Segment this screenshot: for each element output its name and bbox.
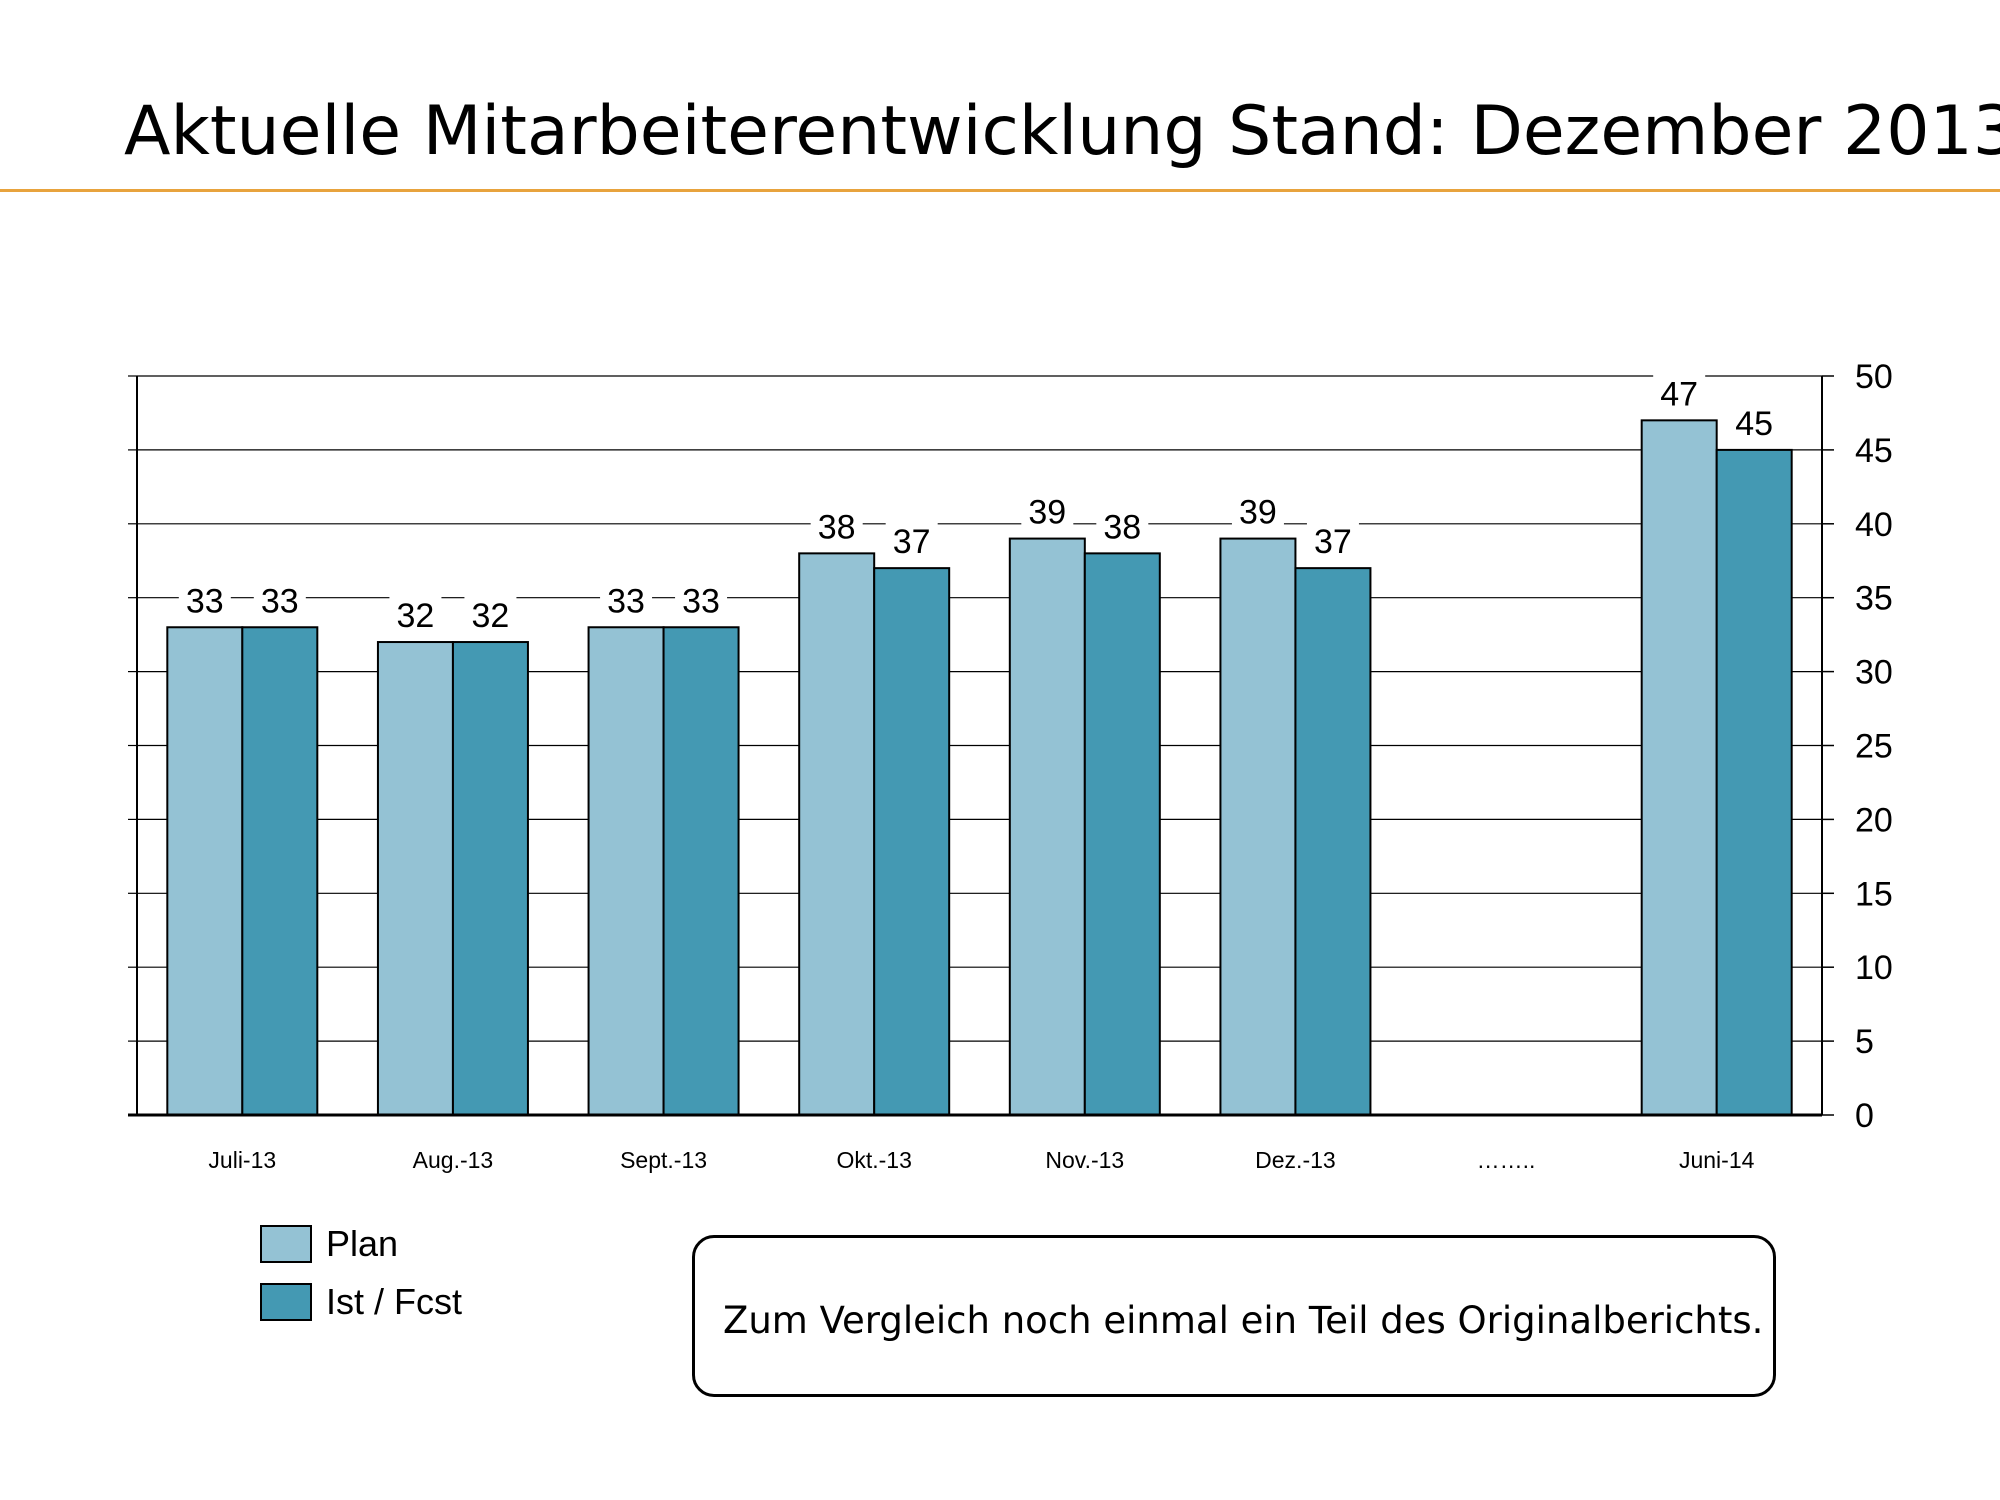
legend-item-plan: Plan bbox=[260, 1222, 462, 1266]
data-label-bg bbox=[1231, 492, 1284, 531]
y-tick-label: 50 bbox=[1855, 358, 1893, 396]
data-label-bg bbox=[389, 596, 442, 635]
x-tick-label: Juni-14 bbox=[1679, 1147, 1755, 1173]
note-text: Zum Vergleich noch einmal ein Teil des O… bbox=[723, 1298, 1764, 1342]
x-tick-label: Nov.-13 bbox=[1045, 1147, 1124, 1173]
data-label: 33 bbox=[682, 582, 720, 620]
x-tick-label: Juli-13 bbox=[208, 1147, 276, 1173]
bar bbox=[1715, 448, 1793, 1116]
x-tick-label: Okt.-13 bbox=[836, 1147, 911, 1173]
data-label: 47 bbox=[1660, 375, 1698, 413]
title-divider bbox=[0, 189, 2000, 192]
data-label-bg bbox=[253, 581, 306, 620]
bar bbox=[587, 626, 665, 1116]
y-tick-label: 5 bbox=[1855, 1023, 1874, 1061]
bar bbox=[1294, 567, 1372, 1116]
data-label: 33 bbox=[607, 582, 645, 620]
data-label: 32 bbox=[472, 597, 510, 635]
bar bbox=[662, 626, 740, 1116]
bar bbox=[1640, 419, 1718, 1116]
data-label-bg bbox=[464, 596, 517, 635]
bar bbox=[1083, 552, 1161, 1116]
y-tick-label: 10 bbox=[1855, 949, 1893, 987]
y-tick-label: 30 bbox=[1855, 654, 1893, 692]
data-label: 33 bbox=[186, 582, 224, 620]
data-label-bg bbox=[1306, 522, 1359, 561]
data-label-bg bbox=[1653, 374, 1706, 413]
legend-item-ist-fcst: Ist / Fcst bbox=[260, 1280, 462, 1324]
legend-swatch-ist-fcst bbox=[260, 1283, 312, 1321]
data-label: 39 bbox=[1239, 494, 1277, 532]
data-label: 33 bbox=[261, 582, 299, 620]
y-tick-label: 35 bbox=[1855, 580, 1893, 618]
data-label: 39 bbox=[1028, 494, 1066, 532]
chart-legend: Plan Ist / Fcst bbox=[260, 1222, 462, 1338]
y-tick-label: 25 bbox=[1855, 728, 1893, 766]
x-tick-label: Sept.-13 bbox=[620, 1147, 707, 1173]
x-tick-label: Dez.-13 bbox=[1255, 1147, 1336, 1173]
data-label-bg bbox=[1096, 507, 1149, 546]
bar-chart: 0 5 10 15 20 25 30 35 40 45 50 Juli-13 33 33 Aug.-13 32… bbox=[128, 358, 1893, 1173]
x-tick-label: Aug.-13 bbox=[413, 1147, 494, 1173]
data-label: 38 bbox=[818, 508, 856, 546]
data-label: 32 bbox=[397, 597, 435, 635]
data-label: 38 bbox=[1103, 508, 1141, 546]
data-label-bg bbox=[885, 522, 938, 561]
legend-label-ist-fcst: Ist / Fcst bbox=[326, 1281, 463, 1322]
bar bbox=[798, 552, 876, 1116]
data-label-bg bbox=[178, 581, 231, 620]
y-tick-label: 45 bbox=[1855, 432, 1893, 470]
data-label-bg bbox=[600, 581, 653, 620]
y-tick-label: 40 bbox=[1855, 506, 1893, 544]
data-label-bg bbox=[675, 581, 728, 620]
data-label-bg bbox=[1728, 403, 1781, 442]
y-tick-label: 20 bbox=[1855, 801, 1893, 839]
bar bbox=[166, 626, 244, 1116]
page-title: Aktuelle Mitarbeiterentwicklung Stand: D… bbox=[124, 92, 2000, 171]
bar bbox=[451, 641, 529, 1116]
legend-label-plan: Plan bbox=[326, 1223, 399, 1264]
data-label: 37 bbox=[893, 523, 931, 561]
data-label-bg bbox=[810, 507, 863, 546]
note-box: Zum Vergleich noch einmal ein Teil des O… bbox=[692, 1235, 1776, 1397]
x-tick-label: …….. bbox=[1477, 1147, 1536, 1173]
bar bbox=[241, 626, 319, 1116]
bar bbox=[376, 641, 454, 1116]
bar bbox=[1008, 537, 1086, 1116]
legend-swatch-plan bbox=[260, 1225, 312, 1263]
y-tick-label: 0 bbox=[1855, 1097, 1874, 1135]
bar bbox=[873, 567, 951, 1116]
data-label: 37 bbox=[1314, 523, 1352, 561]
data-label: 45 bbox=[1735, 405, 1773, 443]
data-label-bg bbox=[1021, 492, 1074, 531]
bar bbox=[1219, 537, 1297, 1116]
y-tick-label: 15 bbox=[1855, 875, 1893, 913]
